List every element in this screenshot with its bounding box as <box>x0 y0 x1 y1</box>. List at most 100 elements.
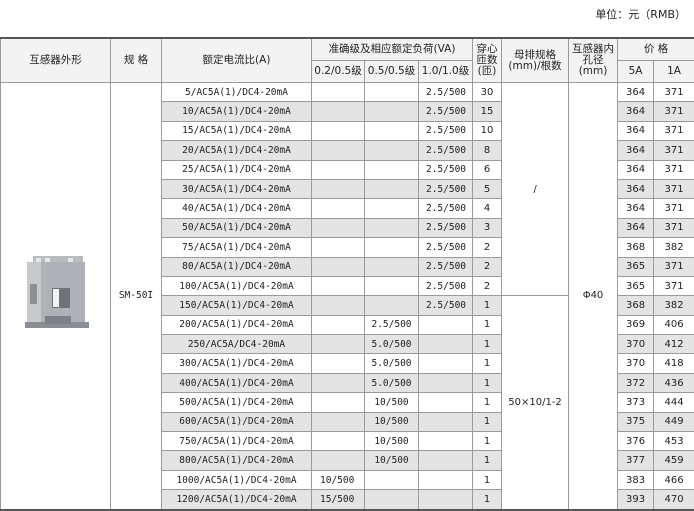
price-1a-cell: 449 <box>654 412 694 431</box>
turns-cell: 2 <box>473 238 502 257</box>
ratio-cell: 750/AC5A(1)/DC4-20mA <box>162 432 312 451</box>
price-5a-cell: 377 <box>618 451 654 470</box>
header-spec: 规 格 <box>111 38 162 83</box>
turns-cell: 1 <box>473 432 502 451</box>
turns-cell: 1 <box>473 451 502 470</box>
hole-diameter-cell: Φ40 <box>569 83 618 510</box>
accuracy-02-cell <box>312 412 365 431</box>
price-1a-cell: 466 <box>654 470 694 489</box>
accuracy-05-cell <box>365 179 419 198</box>
turns-cell: 1 <box>473 470 502 489</box>
accuracy-05-cell <box>365 160 419 179</box>
accuracy-02-cell <box>312 451 365 470</box>
ratio-cell: 50/AC5A(1)/DC4-20mA <box>162 218 312 237</box>
price-1a-cell: 436 <box>654 373 694 392</box>
header-acc-10: 1.0/1.0级 <box>419 61 473 83</box>
price-1a-cell: 470 <box>654 490 694 510</box>
accuracy-05-cell: 5.0/500 <box>365 373 419 392</box>
accuracy-02-cell <box>312 83 365 102</box>
accuracy-10-cell: 2.5/500 <box>419 141 473 160</box>
ratio-cell: 250/AC5A/DC4-20mA <box>162 335 312 354</box>
accuracy-02-cell <box>312 218 365 237</box>
accuracy-10-cell <box>419 470 473 489</box>
accuracy-02-cell <box>312 393 365 412</box>
price-5a-cell: 383 <box>618 470 654 489</box>
header-price-1a: 1A <box>654 61 694 83</box>
accuracy-02-cell <box>312 199 365 218</box>
busbar-cell: 50×10/1-2 <box>502 296 569 510</box>
accuracy-02-cell: 10/500 <box>312 470 365 489</box>
price-5a-cell: 364 <box>618 83 654 102</box>
busbar-cell: / <box>502 83 569 296</box>
turns-cell: 30 <box>473 83 502 102</box>
unit-label: 单位：元（RMB） <box>595 6 686 22</box>
price-5a-cell: 368 <box>618 296 654 315</box>
price-5a-cell: 364 <box>618 102 654 121</box>
accuracy-05-cell <box>365 296 419 315</box>
accuracy-10-cell <box>419 432 473 451</box>
ratio-cell: 200/AC5A(1)/DC4-20mA <box>162 315 312 334</box>
turns-cell: 1 <box>473 315 502 334</box>
accuracy-05-cell: 5.0/500 <box>365 354 419 373</box>
price-1a-cell: 371 <box>654 83 694 102</box>
price-5a-cell: 369 <box>618 315 654 334</box>
price-1a-cell: 382 <box>654 296 694 315</box>
model-cell: SM-50I <box>111 83 162 510</box>
price-5a-cell: 365 <box>618 276 654 295</box>
accuracy-10-cell <box>419 335 473 354</box>
ratio-cell: 500/AC5A(1)/DC4-20mA <box>162 393 312 412</box>
accuracy-05-cell <box>365 199 419 218</box>
ratio-cell: 40/AC5A(1)/DC4-20mA <box>162 199 312 218</box>
ratio-cell: 80/AC5A(1)/DC4-20mA <box>162 257 312 276</box>
accuracy-05-cell: 2.5/500 <box>365 315 419 334</box>
ratio-cell: 5/AC5A(1)/DC4-20mA <box>162 83 312 102</box>
accuracy-02-cell <box>312 296 365 315</box>
price-5a-cell: 364 <box>618 199 654 218</box>
accuracy-10-cell: 2.5/500 <box>419 121 473 140</box>
accuracy-10-cell <box>419 490 473 510</box>
price-5a-cell: 364 <box>618 141 654 160</box>
header-hole: 互感器内孔径(mm) <box>569 38 618 83</box>
accuracy-05-cell <box>365 83 419 102</box>
accuracy-10-cell: 2.5/500 <box>419 276 473 295</box>
accuracy-02-cell <box>312 141 365 160</box>
turns-cell: 2 <box>473 276 502 295</box>
header-accuracy: 准确级及相应额定负荷(VA) <box>312 38 473 61</box>
accuracy-02-cell <box>312 102 365 121</box>
header-acc-05: 0.5/0.5级 <box>365 61 419 83</box>
price-5a-cell: 364 <box>618 218 654 237</box>
price-5a-cell: 393 <box>618 490 654 510</box>
price-1a-cell: 371 <box>654 121 694 140</box>
accuracy-02-cell: 15/500 <box>312 490 365 510</box>
turns-cell: 1 <box>473 373 502 392</box>
turns-cell: 1 <box>473 412 502 431</box>
accuracy-05-cell <box>365 238 419 257</box>
accuracy-02-cell <box>312 276 365 295</box>
turns-cell: 4 <box>473 199 502 218</box>
accuracy-02-cell <box>312 238 365 257</box>
ratio-cell: 600/AC5A(1)/DC4-20mA <box>162 412 312 431</box>
turns-cell: 1 <box>473 490 502 510</box>
price-1a-cell: 371 <box>654 160 694 179</box>
accuracy-10-cell: 2.5/500 <box>419 238 473 257</box>
price-5a-cell: 370 <box>618 354 654 373</box>
accuracy-10-cell: 2.5/500 <box>419 83 473 102</box>
price-1a-cell: 412 <box>654 335 694 354</box>
price-1a-cell: 371 <box>654 257 694 276</box>
accuracy-10-cell <box>419 412 473 431</box>
accuracy-05-cell <box>365 470 419 489</box>
ratio-cell: 10/AC5A(1)/DC4-20mA <box>162 102 312 121</box>
accuracy-05-cell: 10/500 <box>365 412 419 431</box>
accuracy-05-cell: 5.0/500 <box>365 335 419 354</box>
accuracy-02-cell <box>312 315 365 334</box>
ratio-cell: 100/AC5A(1)/DC4-20mA <box>162 276 312 295</box>
ratio-cell: 75/AC5A(1)/DC4-20mA <box>162 238 312 257</box>
ratio-cell: 400/AC5A(1)/DC4-20mA <box>162 373 312 392</box>
ratio-cell: 20/AC5A(1)/DC4-20mA <box>162 141 312 160</box>
accuracy-05-cell <box>365 257 419 276</box>
ratio-cell: 25/AC5A(1)/DC4-20mA <box>162 160 312 179</box>
turns-cell: 3 <box>473 218 502 237</box>
accuracy-05-cell <box>365 121 419 140</box>
accuracy-02-cell <box>312 257 365 276</box>
